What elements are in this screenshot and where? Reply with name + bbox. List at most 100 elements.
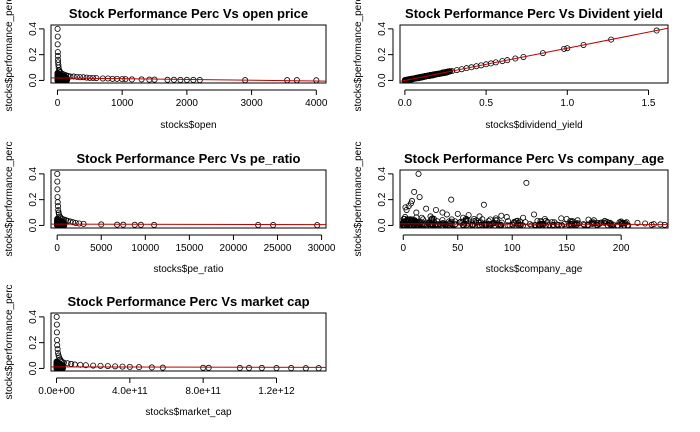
x-axis-label: stocks$open	[160, 120, 216, 131]
data-point	[427, 72, 434, 79]
data-point	[53, 329, 60, 336]
data-point	[53, 321, 60, 328]
data-point	[523, 179, 530, 186]
y-tick-label: 0.2	[28, 192, 39, 206]
data-point	[614, 222, 621, 228]
data-point	[661, 221, 668, 228]
data-point	[476, 221, 483, 228]
data-point	[54, 41, 61, 48]
data-point	[407, 216, 414, 223]
data-point	[565, 222, 572, 228]
x-tick-label: 20000	[220, 243, 248, 254]
plot-frame	[50, 169, 327, 229]
chart-title: Stock Performance Perc Vs company_age	[404, 151, 664, 166]
x-tick-label: 10000	[131, 243, 159, 254]
x-tick-label: 3000	[240, 98, 263, 109]
data-point	[54, 349, 61, 356]
data-point	[634, 219, 641, 226]
data-point	[535, 221, 542, 228]
data-point	[53, 313, 60, 320]
data-point	[72, 219, 79, 226]
data-point	[510, 219, 517, 226]
x-tick-label: 150	[558, 243, 575, 254]
regression-line	[400, 223, 668, 225]
y-axis-label: stocks$performance_perc	[353, 141, 364, 256]
data-point	[83, 74, 90, 81]
data-point	[82, 362, 89, 369]
points-group	[51, 25, 326, 83]
data-point	[503, 214, 510, 221]
data-point	[302, 365, 309, 371]
data-point	[561, 45, 568, 52]
data-point	[54, 203, 61, 210]
data-point	[67, 73, 74, 80]
data-point	[57, 76, 64, 83]
data-point	[54, 49, 61, 56]
data-point	[205, 364, 212, 371]
data-point	[415, 170, 422, 177]
y-tick-label: 0.0	[377, 218, 388, 232]
data-point	[439, 219, 446, 226]
y-tick-label: 0.4	[28, 21, 39, 35]
data-point	[443, 221, 450, 228]
data-point	[465, 212, 472, 219]
data-point	[70, 73, 77, 80]
data-point	[112, 363, 119, 370]
data-point	[315, 365, 322, 371]
y-axis-label: stocks$performance_perc	[353, 0, 364, 112]
y-tick-label: 0.0	[28, 361, 39, 375]
x-tick-label: 0	[55, 98, 61, 109]
data-point	[420, 216, 427, 223]
data-point	[104, 363, 111, 370]
x-tick-label: 0.0e+00	[38, 386, 75, 397]
data-point	[454, 210, 461, 217]
data-point	[77, 74, 84, 81]
data-point	[581, 221, 588, 228]
y-tick-label: 0.0	[28, 218, 39, 232]
x-tick-label: 50	[452, 243, 464, 254]
data-point	[177, 76, 184, 83]
y-axis-label: stocks$performance_perc	[4, 141, 15, 256]
points-group	[51, 170, 326, 228]
data-point	[53, 365, 60, 371]
data-point	[54, 25, 61, 32]
points-group	[51, 313, 326, 371]
data-point	[427, 213, 434, 220]
data-point	[60, 222, 67, 228]
regression-line	[51, 77, 326, 82]
x-tick-label: 4000	[305, 98, 328, 109]
data-point	[273, 365, 280, 371]
data-point	[151, 221, 158, 228]
data-point	[480, 201, 487, 208]
chart-panel-2: Stock Performance Perc Vs Divident yield…	[353, 0, 669, 131]
x-tick-label: 1000	[111, 98, 134, 109]
x-axis-label: stocks$company_age	[486, 264, 583, 275]
data-point	[313, 77, 320, 83]
data-point	[433, 222, 440, 228]
x-tick-label: 15000	[175, 243, 203, 254]
data-point	[492, 59, 499, 66]
y-tick-label: 0.0	[377, 73, 388, 87]
data-point	[476, 213, 483, 220]
data-point	[128, 76, 135, 83]
x-tick-label: 5000	[90, 243, 113, 254]
data-point	[54, 52, 61, 59]
data-point	[486, 222, 493, 228]
x-tick-label: 25000	[264, 243, 292, 254]
y-tick-label: 0.4	[28, 309, 39, 323]
data-point	[255, 222, 262, 228]
plot-frame	[50, 312, 327, 372]
data-point	[558, 222, 565, 228]
chart-panel-3: Stock Performance Perc Vs pe_ratio 0 5000 1…	[4, 141, 336, 275]
data-point	[574, 217, 581, 224]
data-point	[97, 362, 104, 369]
regression-line	[400, 27, 668, 82]
data-point	[57, 214, 64, 221]
data-point	[558, 215, 565, 222]
data-point	[414, 222, 421, 228]
chart-panel-1: Stock Performance Perc Vs open price 0 100…	[4, 0, 328, 131]
x-axis-label: stocks$pe_ratio	[153, 264, 223, 275]
x-tick-label: 0	[400, 243, 406, 254]
data-point	[403, 206, 410, 213]
data-point	[498, 212, 505, 219]
